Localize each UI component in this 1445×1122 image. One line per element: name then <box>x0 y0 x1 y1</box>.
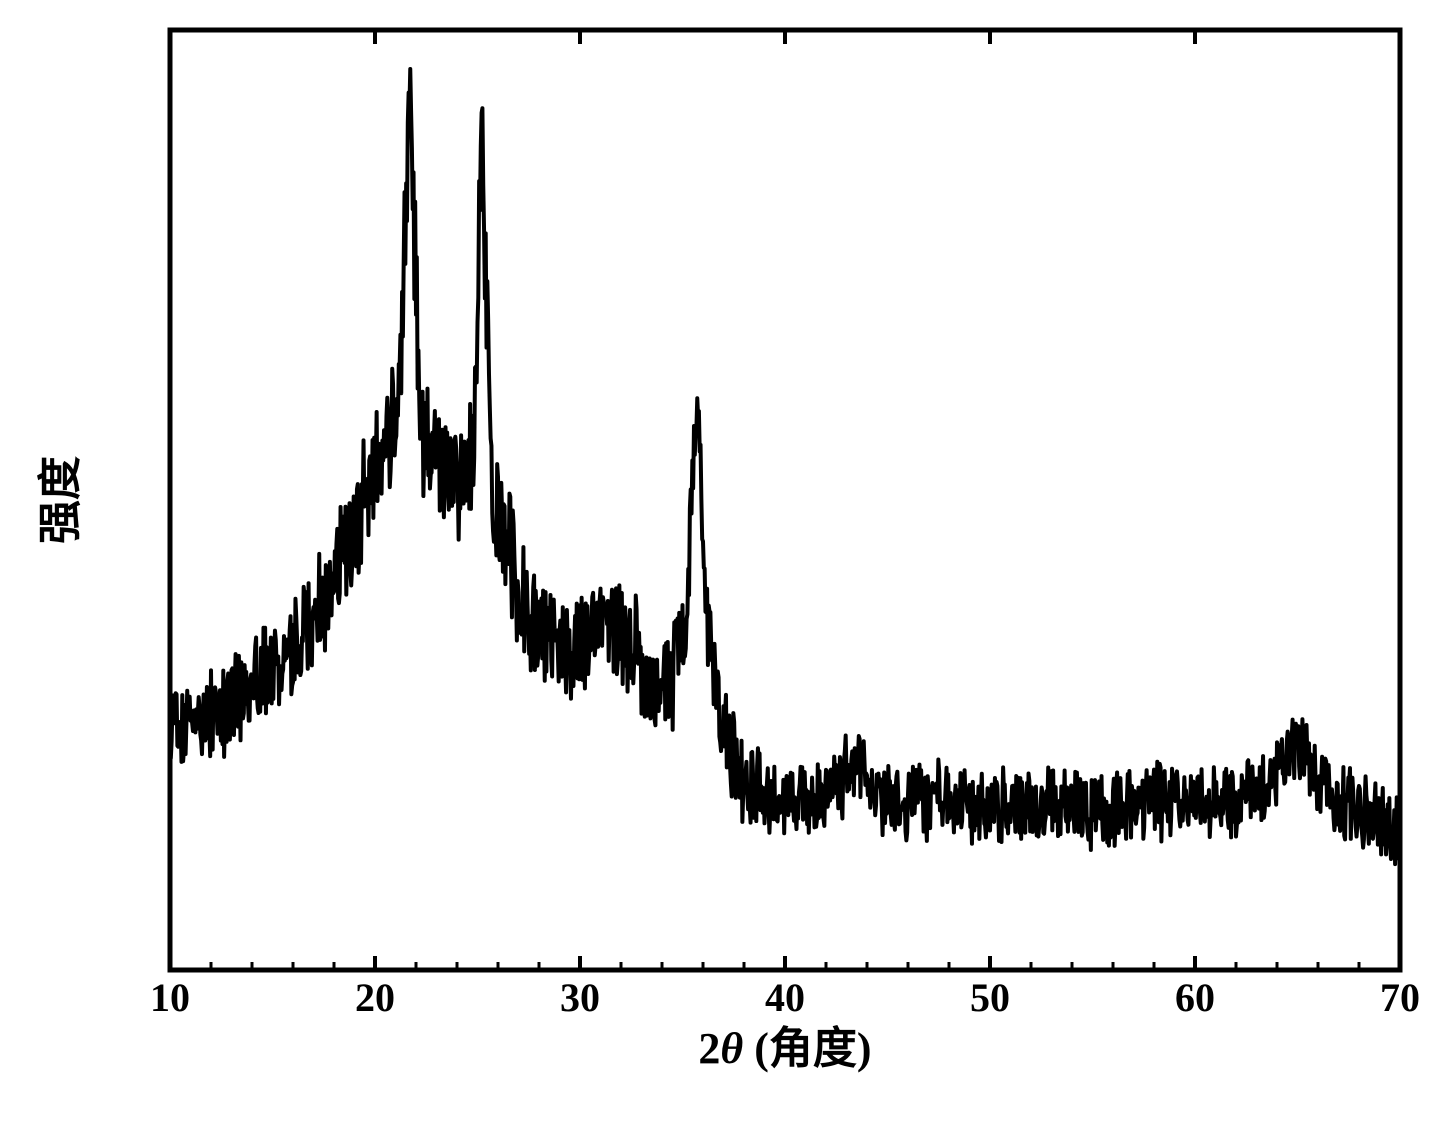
x-tick-label: 70 <box>1380 975 1420 1020</box>
x-tick-label: 20 <box>355 975 395 1020</box>
xrd-svg: 10 20 30 40 50 60 70 2θ (角度) 强度 <box>0 0 1445 1122</box>
x-tick-label: 50 <box>970 975 1010 1020</box>
x-tick-label: 30 <box>560 975 600 1020</box>
axis-tick-labels: 10 20 30 40 50 60 70 <box>150 975 1420 1020</box>
x-tick-label: 10 <box>150 975 190 1020</box>
x-tick-label: 60 <box>1175 975 1215 1020</box>
y-axis-label: 强度 <box>36 456 85 544</box>
xrd-trace <box>170 69 1400 864</box>
xrd-chart: 10 20 30 40 50 60 70 2θ (角度) 强度 <box>0 0 1445 1122</box>
x-axis-label: 2θ (角度) <box>698 1024 871 1073</box>
x-tick-label: 40 <box>765 975 805 1020</box>
